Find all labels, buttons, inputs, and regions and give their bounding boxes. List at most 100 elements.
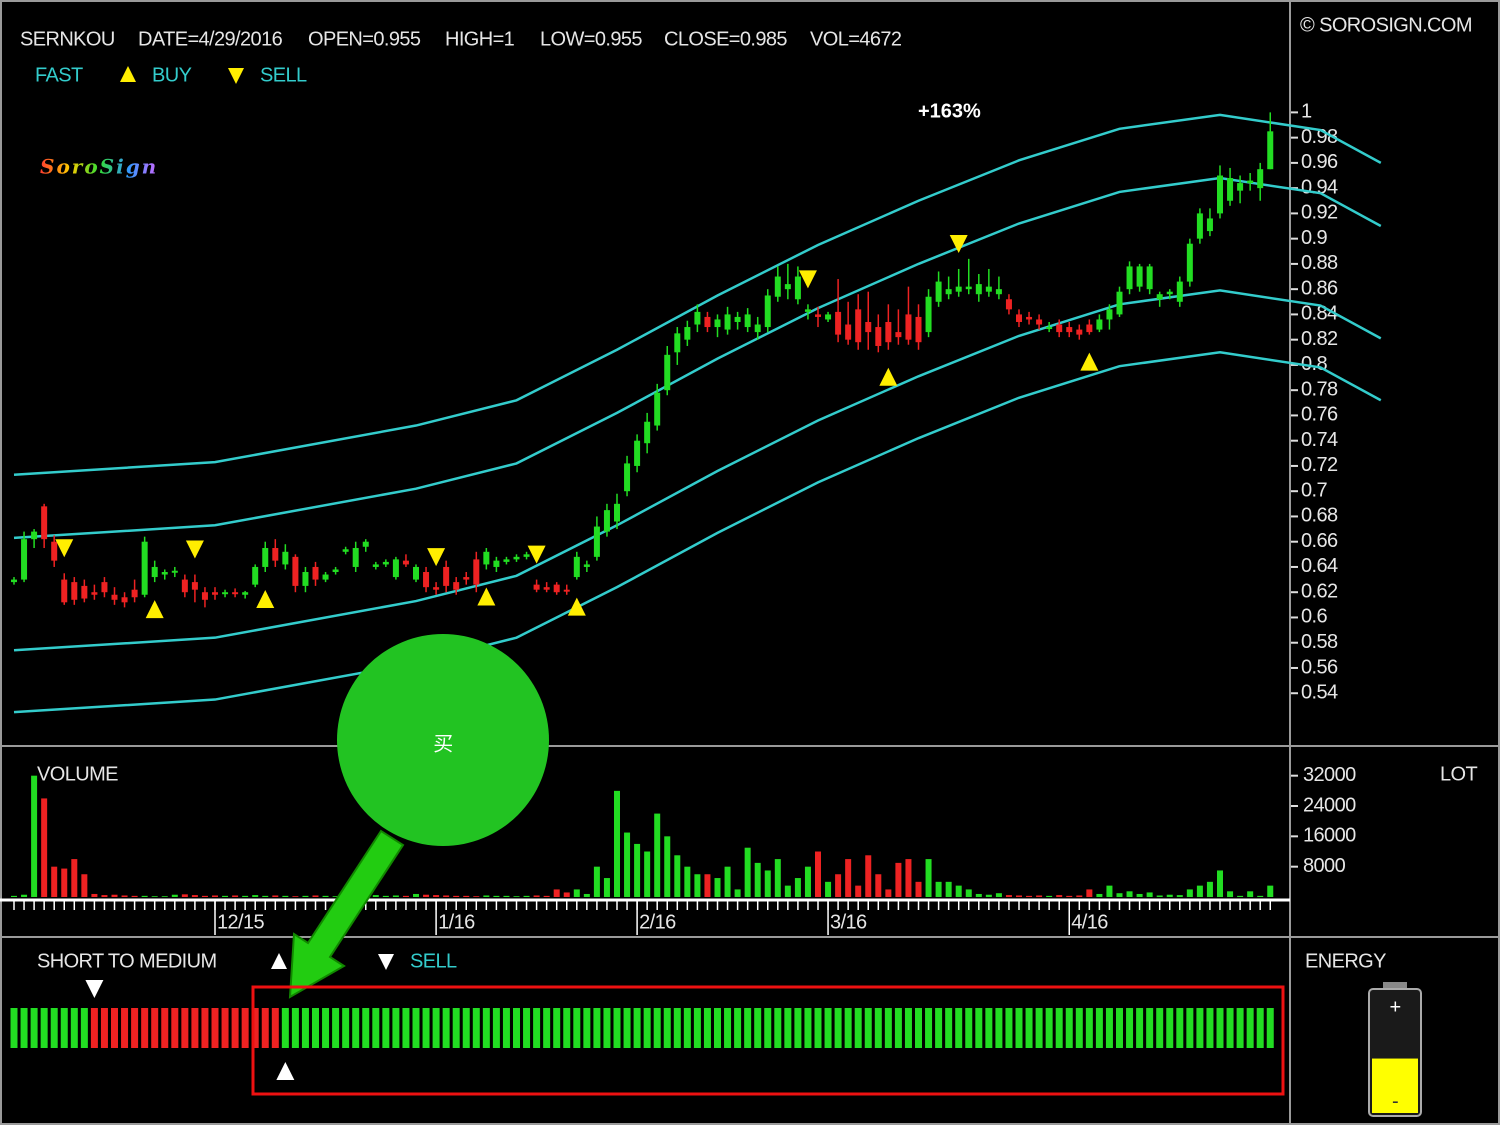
candle-body	[704, 316, 711, 328]
volume-bar	[503, 895, 510, 897]
candle-body	[372, 564, 379, 567]
volume-bar	[1146, 892, 1153, 897]
signal-bar	[452, 1008, 460, 1048]
signal-bar	[1015, 1008, 1023, 1048]
buy-signal	[477, 587, 496, 606]
volume-bar	[1026, 895, 1033, 897]
candle-body	[1106, 309, 1113, 320]
signal-bar	[1246, 1008, 1254, 1048]
signal-bar	[432, 1008, 440, 1048]
buy-marker	[276, 1062, 295, 1080]
signal-bar	[20, 1008, 28, 1048]
candle-body	[684, 327, 691, 340]
signal-bar	[834, 1008, 842, 1048]
volume-bar	[191, 895, 198, 897]
volume-tick-label: 8000	[1303, 855, 1346, 877]
signal-bar	[1166, 1008, 1174, 1048]
legend-sell: SELL	[260, 64, 307, 86]
signal-bar	[965, 1008, 973, 1048]
candle-body	[1116, 291, 1123, 315]
signal-bar	[412, 1008, 420, 1048]
header-item: VOL=4672	[810, 28, 902, 50]
volume-bar	[413, 893, 419, 897]
channel-line	[13, 113, 1382, 477]
candle-body	[322, 574, 329, 580]
signal-bar	[573, 1008, 581, 1048]
volume-bar	[1166, 894, 1173, 897]
y-tick-label: 0.9	[1301, 227, 1327, 249]
logo: SoroSign	[40, 155, 158, 179]
volume-bar	[1005, 895, 1012, 897]
signal-bar	[533, 1008, 541, 1048]
signal-bar	[231, 1008, 239, 1048]
signal-bar	[874, 1008, 882, 1048]
volume-bar	[31, 775, 38, 897]
volume-bar	[302, 895, 309, 897]
svg-text:+: +	[1389, 996, 1400, 1018]
candle-body	[855, 309, 862, 343]
volume-bar	[131, 895, 138, 897]
signal-bar	[1105, 1008, 1113, 1048]
candle-body	[624, 463, 631, 492]
volume-bar	[1267, 885, 1274, 897]
svg-text:-: -	[1392, 1090, 1398, 1112]
signal-bar	[824, 1008, 832, 1048]
candle-body	[161, 572, 168, 575]
candle-body	[1026, 316, 1033, 320]
sell-signal	[527, 545, 546, 564]
signal-bar	[593, 1008, 601, 1048]
candle-body	[342, 549, 349, 552]
y-tick-label: 0.66	[1301, 530, 1338, 552]
signal-bar	[985, 1008, 993, 1048]
sell-signal	[185, 540, 204, 559]
signal-bar	[1146, 1008, 1154, 1048]
y-tick-label: 0.82	[1301, 328, 1338, 350]
signal-bar	[111, 1008, 118, 1048]
candle-body	[935, 281, 942, 302]
volume-bar	[724, 866, 731, 897]
candle-body	[573, 556, 580, 578]
buy-signal	[567, 597, 586, 616]
candle-body	[654, 392, 661, 426]
volume-bar	[292, 896, 299, 897]
x-tick-label: 3/16	[830, 911, 867, 933]
volume-bar	[825, 881, 832, 897]
candle-body	[252, 566, 259, 585]
signal-bar	[1136, 1008, 1144, 1048]
signal-bar	[1206, 1008, 1214, 1048]
signal-bar	[945, 1008, 953, 1048]
volume-bar	[744, 847, 751, 897]
header-item: CLOSE=0.985	[664, 28, 787, 50]
y-tick-label: 0.84	[1301, 303, 1338, 325]
volume-bar	[965, 889, 972, 897]
volume-bar	[402, 895, 409, 897]
candle-body	[744, 314, 751, 328]
signal-bar	[784, 1008, 792, 1048]
candle-body	[784, 284, 791, 290]
signal-bar	[995, 1008, 1003, 1048]
legend-fast: FAST	[35, 64, 83, 86]
signal-bar	[904, 1008, 912, 1048]
volume-bar	[985, 894, 992, 897]
volume-bar	[1046, 895, 1053, 897]
volume-bar	[804, 866, 811, 897]
volume-bar	[483, 895, 490, 897]
volume-bar	[101, 895, 108, 897]
volume-bar	[1247, 891, 1254, 897]
signal-bar	[864, 1008, 872, 1048]
candle-body	[905, 314, 912, 340]
signal-bar	[372, 1008, 380, 1048]
signal-bar	[100, 1008, 108, 1048]
y-tick-label: 0.98	[1301, 126, 1338, 148]
volume-bar	[865, 855, 872, 897]
candle-body	[392, 559, 399, 578]
candle-body	[1267, 131, 1274, 170]
volume-bar	[513, 896, 520, 897]
candle-body	[875, 327, 882, 346]
signal-bar	[563, 1008, 571, 1048]
signal-bar	[382, 1008, 390, 1048]
volume-bar	[664, 836, 671, 897]
candle-body	[523, 554, 530, 557]
